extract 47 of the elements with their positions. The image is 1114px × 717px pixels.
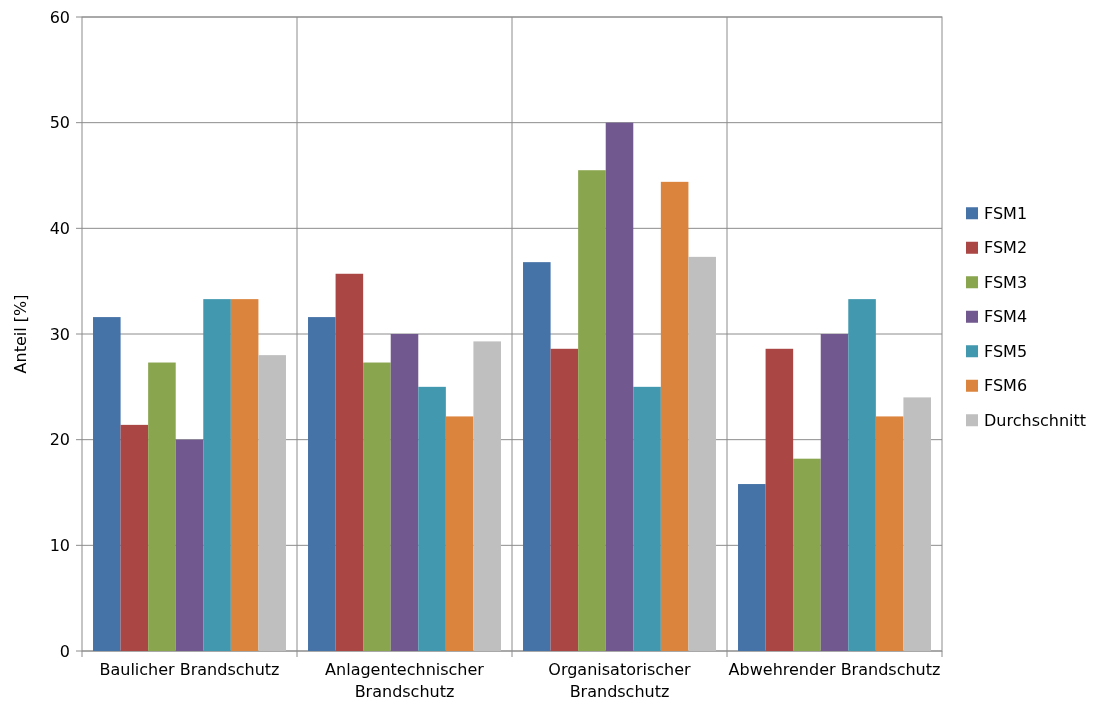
bar (738, 484, 766, 651)
bar (523, 262, 551, 651)
legend-label: FSM5 (984, 341, 1028, 361)
y-tick-label: 30 (49, 324, 70, 344)
bar (445, 416, 474, 651)
bar (418, 386, 446, 651)
bar (335, 273, 364, 651)
bar (820, 334, 849, 651)
bar (848, 299, 876, 651)
bar (363, 362, 391, 651)
y-tick-label: 0 (59, 641, 70, 661)
bar (605, 122, 634, 651)
bar (903, 397, 931, 651)
bar (688, 256, 716, 651)
y-tick-label: 40 (49, 218, 70, 238)
legend-label: Durchschnitt (984, 410, 1087, 430)
bar (660, 181, 689, 651)
x-tick-label: Organisatorischer Brandschutz (548, 660, 692, 701)
y-axis-title: Anteil [%] (11, 294, 30, 374)
bar (473, 341, 501, 651)
bar (875, 416, 904, 651)
bar (175, 439, 204, 651)
bar (120, 424, 149, 651)
bar (230, 299, 259, 651)
legend-label: FSM3 (984, 272, 1028, 292)
y-tick-label: 10 (49, 535, 70, 555)
bar (793, 458, 821, 651)
bar (550, 348, 579, 651)
bar (765, 348, 794, 651)
legend-label: FSM4 (984, 307, 1028, 327)
bar (390, 334, 419, 651)
bar (148, 362, 176, 651)
x-tick-label: Abwehrender Brandschutz (728, 660, 941, 679)
bar (93, 317, 121, 651)
legend-label: FSM2 (984, 238, 1028, 258)
y-tick-label: 50 (49, 113, 70, 133)
bar (258, 355, 286, 651)
bar (203, 299, 231, 651)
bar (633, 386, 661, 651)
bar (578, 170, 606, 651)
legend-label: FSM1 (984, 203, 1028, 223)
bar (308, 317, 336, 651)
legend-label: FSM6 (984, 376, 1028, 396)
y-tick-label: 20 (49, 430, 70, 450)
x-tick-label: Baulicher Brandschutz (99, 660, 280, 679)
y-tick-label: 60 (49, 7, 70, 27)
x-tick-label: Anlagentechnischer Brandschutz (325, 660, 485, 701)
